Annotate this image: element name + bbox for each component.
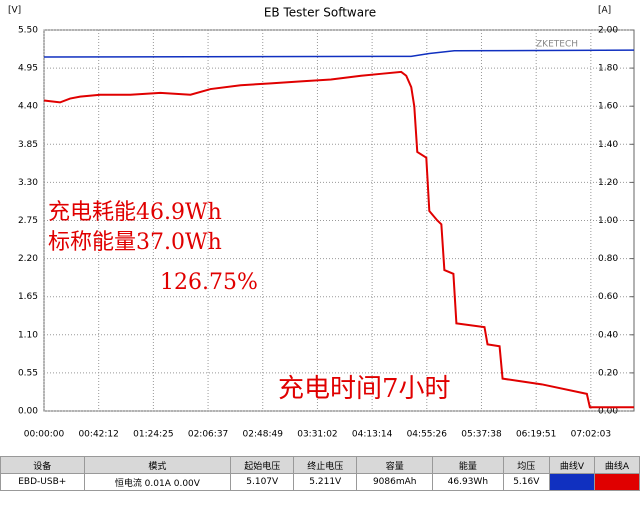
y-axis-label: [V] [8, 6, 21, 16]
annotation: 充电耗能46.9Wh [48, 200, 222, 225]
header-cell: 终止电压 [293, 456, 358, 474]
header-cell: 设备 [0, 456, 85, 474]
y-tick-label: 4.95 [18, 64, 38, 74]
curve-swatch [549, 473, 595, 491]
x-tick-label: 00:42:12 [78, 430, 118, 440]
y2-tick-label: 0.60 [598, 292, 618, 302]
cell: 9086mAh [356, 473, 434, 491]
curve-swatch [594, 473, 640, 491]
annotation: 126.75% [160, 270, 258, 295]
y2-tick-label: 1.80 [598, 64, 618, 74]
y2-tick-label: 0.20 [598, 368, 618, 378]
header-cell: 曲线A [594, 456, 640, 474]
cell: 5.16V [502, 473, 551, 491]
header-cell: 均压 [502, 456, 551, 474]
header-row: 设备 模式 起始电压 终止电压 容量 能量 均压 曲线V 曲线A [0, 456, 640, 474]
header-cell: 起始电压 [230, 456, 295, 474]
y2-tick-label: 1.60 [598, 102, 618, 112]
y2-tick-label: 0.00 [598, 407, 618, 417]
x-tick-label: 02:06:37 [188, 430, 228, 440]
x-tick-label: 07:02:03 [571, 430, 611, 440]
y2-tick-label: 1.40 [598, 140, 618, 150]
x-tick-label: 00:00:00 [24, 430, 65, 440]
cell: 恒电流 0.01A 0.00V [83, 473, 232, 491]
y-tick-label: 1.65 [18, 292, 38, 302]
header-cell: 模式 [83, 456, 232, 474]
y-tick-label: 5.50 [18, 26, 38, 36]
data-line [43, 49, 635, 58]
x-tick-label: 01:24:25 [133, 430, 173, 440]
cell: 46.93Wh [432, 473, 504, 491]
x-tick-label: 03:31:02 [297, 430, 337, 440]
y-tick-label: 3.85 [18, 140, 38, 150]
cell: EBD-USB+ [0, 473, 85, 491]
y-tick-label: 2.75 [18, 216, 38, 226]
chart: EB Tester Software [V] [A] ZKETECH 充电耗能4… [8, 6, 635, 440]
y2-tick-label: 0.40 [598, 330, 618, 340]
x-tick-label: 02:48:49 [243, 430, 284, 440]
y2-tick-label: 2.00 [598, 26, 618, 36]
y-tick-label: 0.55 [18, 368, 38, 378]
header-cell: 曲线V [549, 456, 595, 474]
x-tick-label: 04:13:14 [352, 430, 393, 440]
cell: 5.211V [293, 473, 358, 491]
annotation: 充电时间7小时 [278, 374, 451, 404]
info-table: 设备 模式 起始电压 终止电压 容量 能量 均压 曲线V 曲线A EBD-USB+ 恒电流 0.0… [0, 456, 640, 491]
header-cell: 容量 [356, 456, 434, 474]
data-row: EBD-USB+ 恒电流 0.01A 0.00V 5.107V 5.211V 9086m… [0, 473, 640, 491]
y-tick-label: 3.30 [18, 178, 38, 188]
y2-tick-label: 0.80 [598, 254, 618, 264]
y2-tick-label: 1.00 [598, 216, 618, 226]
cell: 5.107V [230, 473, 295, 491]
x-tick-label: 06:19:51 [516, 430, 556, 440]
data-line [43, 70, 634, 409]
y2-axis-label: [A] [598, 6, 611, 16]
logo: ZKETECH [536, 40, 578, 50]
annotation: 标称能量37.0Wh [48, 230, 222, 255]
y-tick-label: 0.00 [18, 407, 38, 417]
y-tick-label: 1.10 [18, 330, 38, 340]
y2-tick-label: 1.20 [598, 178, 618, 188]
header-cell: 能量 [432, 456, 504, 474]
x-tick-label: 05:37:38 [461, 430, 502, 440]
chart-title: EB Tester Software [264, 6, 376, 20]
y-tick-label: 4.40 [18, 102, 38, 112]
y-tick-label: 2.20 [18, 254, 38, 264]
x-tick-label: 04:55:26 [407, 430, 448, 440]
